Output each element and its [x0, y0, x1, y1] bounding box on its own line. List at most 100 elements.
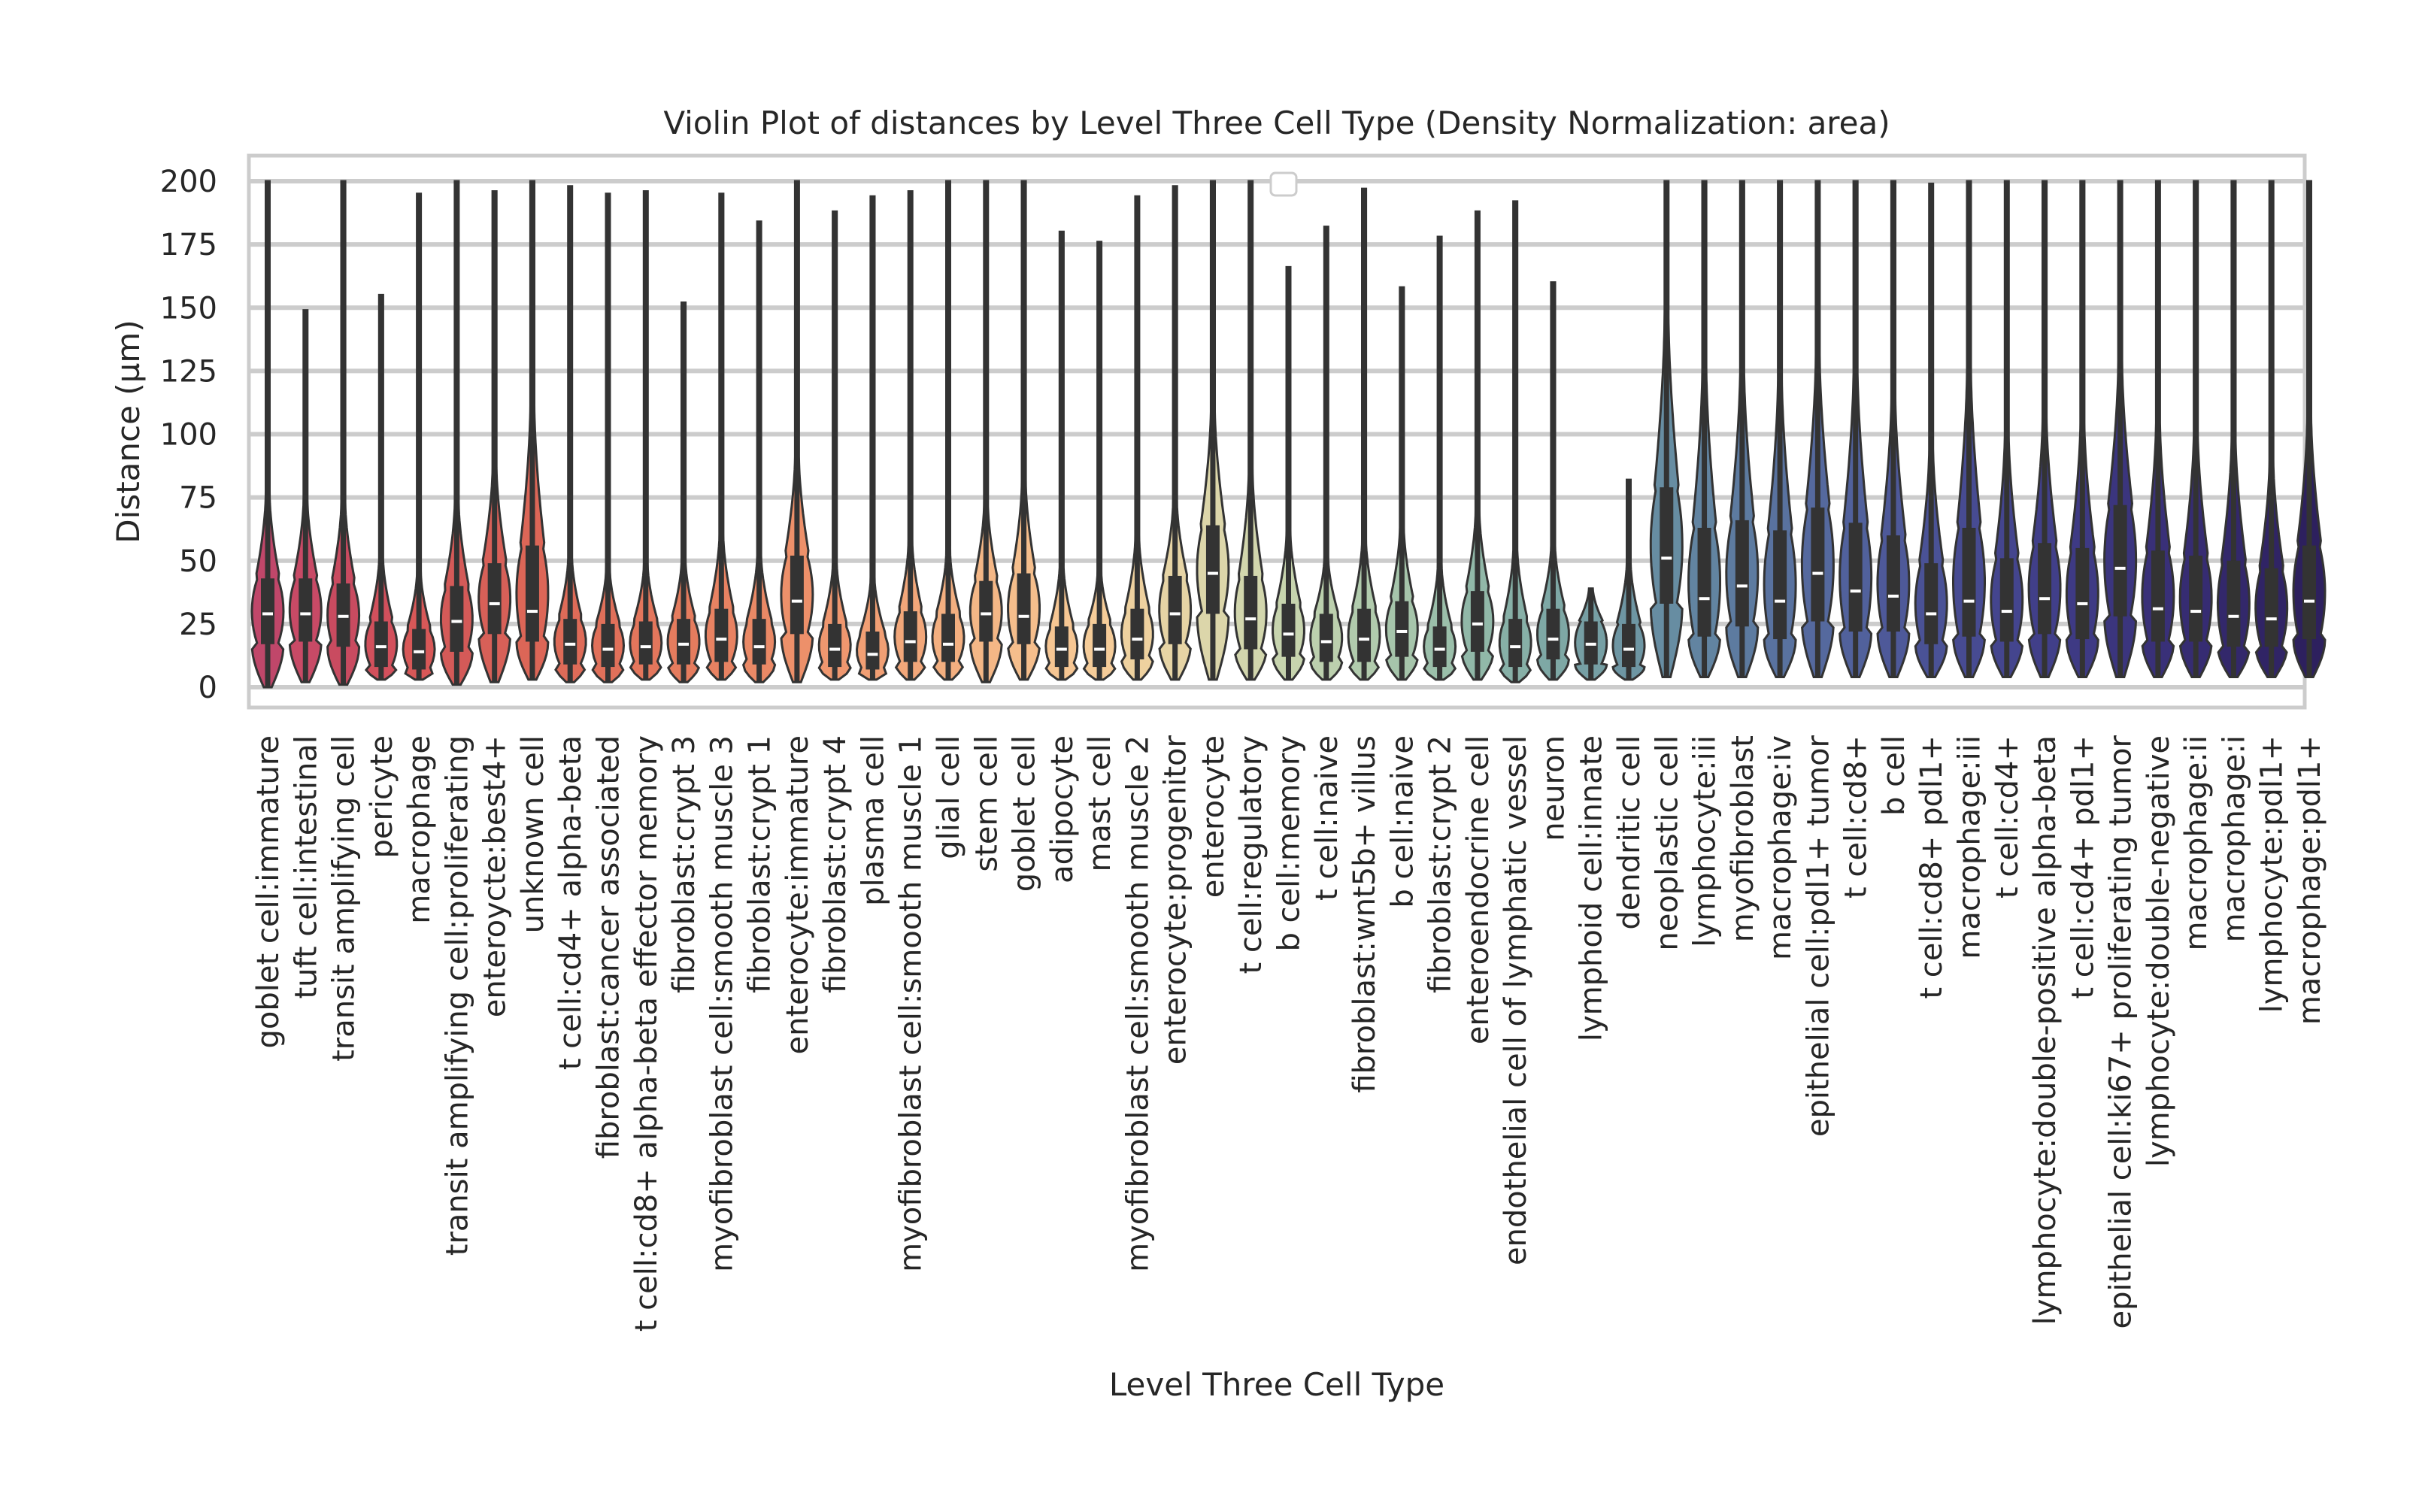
x-tick-label: transit amplifying cell:proliferating	[440, 735, 474, 1256]
x-tick-label: myofibroblast cell:smooth muscle 3	[705, 735, 739, 1272]
violin-iqr-box	[638, 621, 653, 665]
y-tick-label: 75	[179, 481, 217, 516]
violin-iqr-box	[1735, 520, 1749, 627]
x-tick-label: mast cell	[1083, 735, 1117, 872]
violin-iqr-box	[487, 563, 502, 635]
violin	[817, 210, 852, 681]
violin	[402, 192, 436, 681]
violin	[1044, 230, 1079, 681]
x-tick-label: lymphocyte:iii	[1688, 735, 1723, 947]
x-tick-label: goblet cell:immature	[251, 735, 286, 1048]
violin-iqr-box	[677, 619, 691, 665]
x-axis-ticks: goblet cell:immature tuft cell:intestinal…	[251, 735, 2327, 1332]
violin-iqr-box	[1432, 626, 1447, 668]
violin	[1952, 180, 1986, 678]
violin	[2065, 180, 2099, 678]
violin-iqr-box	[1697, 528, 1711, 637]
violin-iqr-box	[1811, 508, 1825, 622]
violin-iqr-box	[752, 619, 766, 665]
x-tick-label: tuft cell:intestinal	[289, 735, 323, 999]
y-axis-label: Distance (µm)	[110, 320, 147, 543]
violin	[2178, 180, 2213, 678]
violin-iqr-box	[1962, 528, 1976, 637]
x-tick-label: enterocyte:immature	[781, 735, 815, 1055]
y-tick-label: 175	[160, 228, 217, 262]
violin-iqr-box	[450, 586, 464, 652]
violin-iqr-box	[563, 619, 577, 665]
y-tick-label: 25	[179, 608, 217, 642]
violin	[1158, 185, 1193, 681]
violin-iqr-box	[525, 545, 539, 642]
legend-box	[1269, 171, 1298, 197]
violin-iqr-box	[1017, 573, 1031, 644]
violin	[1763, 180, 1797, 678]
violin	[477, 190, 512, 683]
violin-iqr-box	[1999, 558, 2014, 642]
violin	[1839, 180, 1873, 678]
x-tick-label: lymphocyte:double-positive alpha-beta	[2028, 735, 2063, 1325]
violin	[1611, 478, 1646, 681]
x-tick-label: t cell:regulatory	[1234, 735, 1269, 974]
x-tick-label: t cell:cd4+ pdl1+	[2066, 735, 2100, 999]
violin-iqr-box	[1886, 535, 1900, 632]
violin	[1423, 235, 1457, 681]
x-tick-label: enterocyte	[1196, 735, 1231, 898]
violin-iqr-box	[828, 623, 842, 668]
violin-iqr-box	[1130, 608, 1144, 659]
x-tick-label: myofibroblast	[1726, 735, 1760, 942]
violin-iqr-box	[1093, 623, 1107, 668]
x-tick-label: myofibroblast cell:smooth muscle 1	[894, 735, 929, 1272]
x-tick-label: transit amplifying cell	[327, 735, 362, 1062]
violin-iqr-box	[2302, 545, 2316, 640]
violin-iqr-box	[1244, 575, 1258, 650]
violin	[250, 180, 285, 689]
y-tick-label: 125	[160, 354, 217, 389]
violin	[1082, 241, 1117, 681]
x-tick-label: goblet cell	[1008, 735, 1042, 892]
violin	[1800, 180, 1835, 678]
x-tick-label: t cell:cd4+ alpha-beta	[553, 735, 588, 1070]
x-tick-label: t cell:cd8+ pdl1+	[1914, 735, 1949, 999]
y-axis-ticks: 0 25 50 75 100 125 150 175 200	[160, 165, 217, 705]
x-tick-label: fibroblast:cancer associated	[592, 735, 626, 1159]
violin	[855, 195, 890, 681]
violin-iqr-box	[941, 614, 955, 662]
y-tick-label: 0	[199, 671, 217, 705]
violin	[1196, 180, 1230, 681]
violin-iqr-box	[412, 629, 426, 670]
violin-iqr-box	[865, 631, 880, 670]
violin	[1272, 265, 1305, 681]
x-tick-label: t cell:cd4+	[1990, 735, 2025, 898]
violin-iqr-box	[1848, 523, 1863, 632]
violin-iqr-box	[1546, 608, 1560, 659]
x-tick-label: b cell:naive	[1385, 735, 1420, 908]
violin-iqr-box	[790, 556, 804, 635]
violin	[1347, 187, 1381, 681]
violin	[1460, 210, 1495, 681]
violin-iqr-box	[374, 621, 388, 668]
violin-iqr-box	[1281, 603, 1296, 657]
violin-iqr-box	[714, 608, 729, 662]
violin	[1574, 587, 1608, 681]
violin	[969, 180, 1003, 683]
violin	[2027, 180, 2062, 678]
x-tick-label: macrophage:iv	[1763, 735, 1798, 960]
y-tick-label: 50	[179, 544, 217, 579]
x-tick-label: macrophage:iii	[1953, 735, 1987, 959]
y-tick-label: 200	[160, 165, 217, 199]
violin	[2103, 180, 2138, 678]
violin-iqr-box	[601, 623, 615, 668]
violin	[931, 180, 965, 681]
violin	[1876, 180, 1911, 678]
x-tick-label: lymphocyte:double-negative	[2142, 735, 2176, 1167]
violin-iqr-box	[299, 578, 313, 642]
violin	[1309, 226, 1344, 681]
x-tick-label: fibroblast:crypt 4	[818, 735, 853, 993]
violin	[1914, 182, 1948, 678]
x-tick-label: neoplastic cell	[1650, 735, 1684, 951]
chart-title: Violin Plot of distances by Level Three …	[663, 105, 1890, 141]
violin	[439, 180, 474, 686]
violin	[364, 293, 399, 681]
violin	[326, 180, 361, 686]
y-tick-label: 150	[160, 291, 217, 326]
